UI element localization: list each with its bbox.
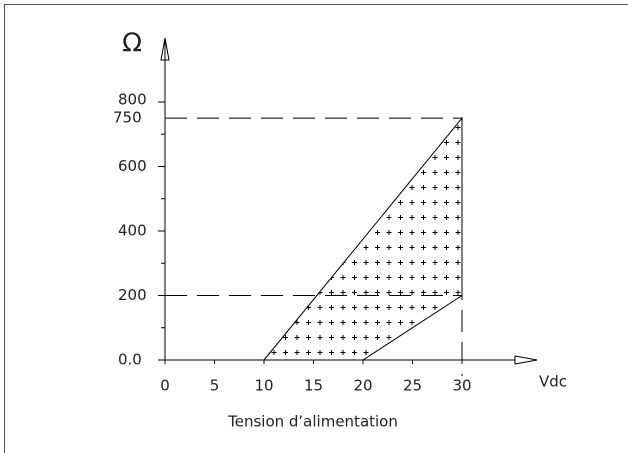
y-tick-label: 800 bbox=[118, 91, 147, 109]
y-tick-label: 600 bbox=[118, 157, 147, 175]
x-tick-label: 30 bbox=[452, 377, 471, 395]
x-axis-label: Vdc bbox=[539, 373, 567, 391]
y-tick-label: 0.0 bbox=[118, 351, 142, 369]
x-axis-title: Tension d’alimentation bbox=[227, 413, 398, 431]
y-axis bbox=[160, 37, 170, 360]
area bbox=[262, 116, 463, 361]
x-tick-label: 15 bbox=[304, 377, 323, 395]
frame bbox=[4, 4, 628, 453]
y-tick-label: 750 bbox=[113, 109, 142, 127]
x-tick-label: 5 bbox=[210, 377, 220, 395]
x-tick-label: 25 bbox=[403, 377, 422, 395]
x-tick-label: 20 bbox=[353, 377, 372, 395]
x-tick-label: 0 bbox=[160, 377, 170, 395]
y-tick-label: 400 bbox=[118, 222, 147, 240]
x-tick-label: 10 bbox=[254, 377, 273, 395]
y-axis-label: Ω bbox=[122, 29, 142, 59]
y-tick-label: 200 bbox=[118, 286, 147, 304]
